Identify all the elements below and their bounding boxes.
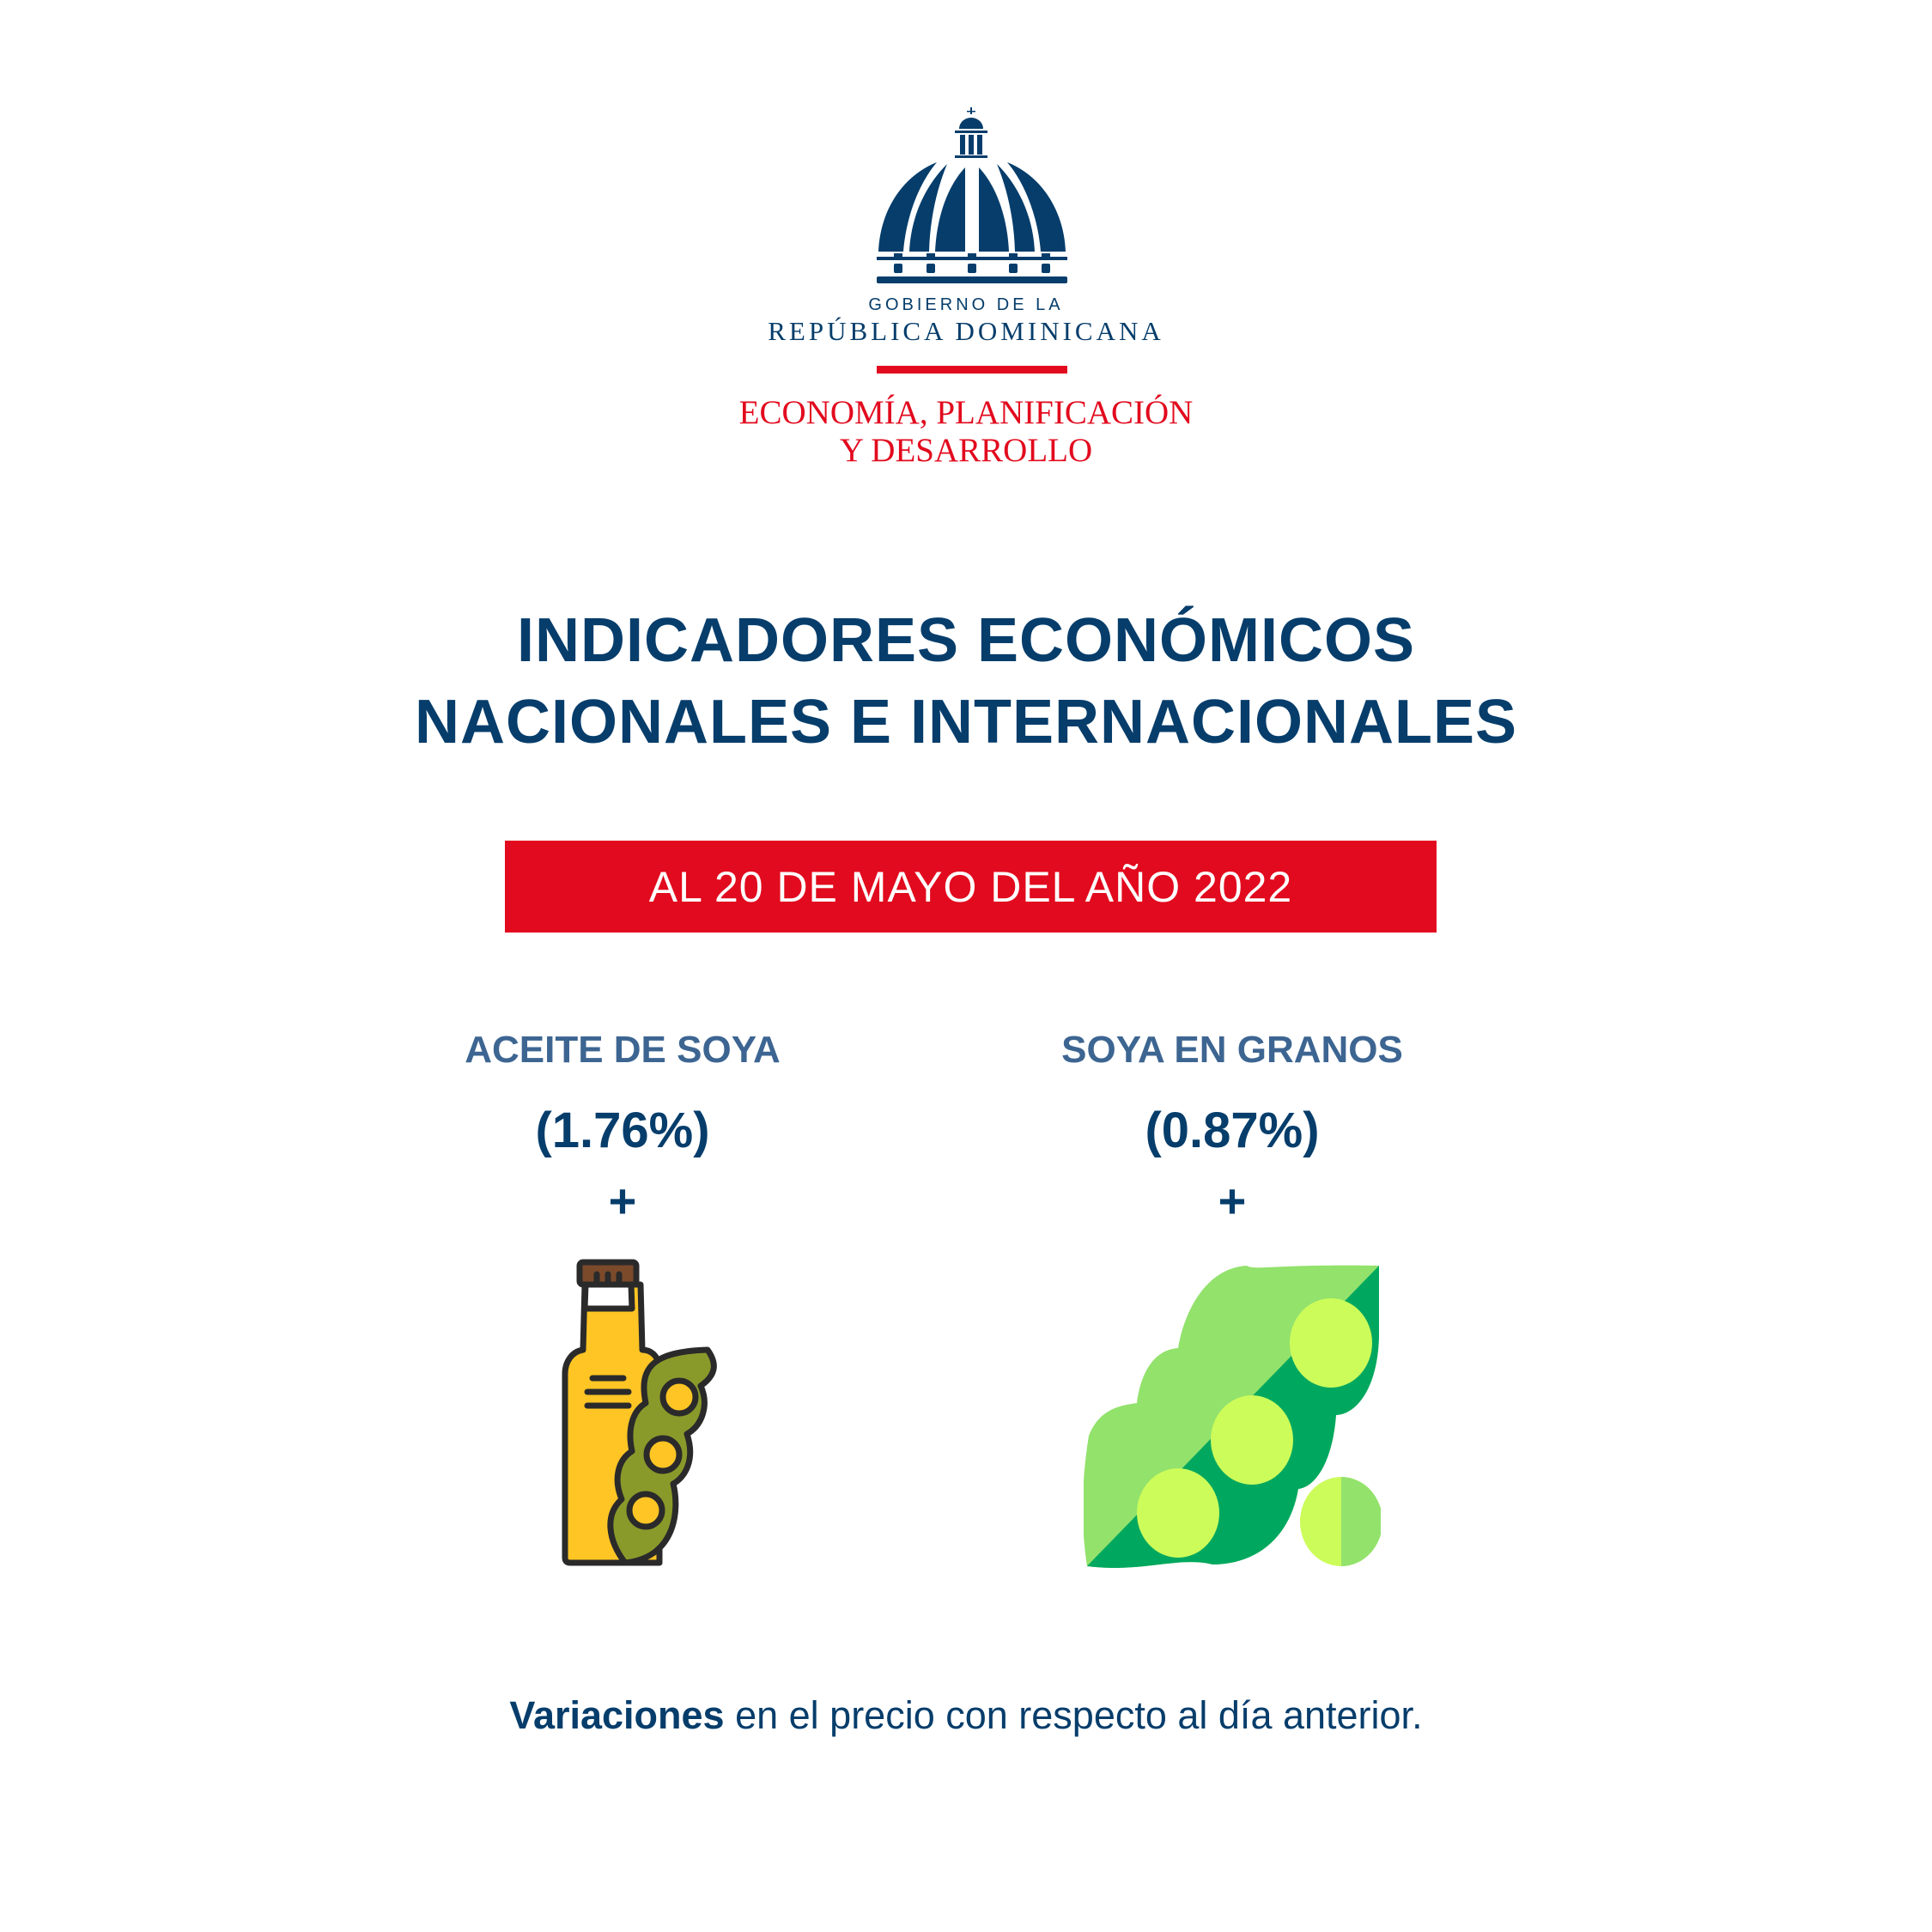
indicator-name: ACEITE DE SOYA: [465, 1029, 781, 1071]
ministry-name-line2: Y DESARROLLO: [839, 432, 1093, 469]
logo-divider: [877, 366, 1067, 374]
plus-icon: +: [1218, 1174, 1247, 1228]
ministry-name-line1: ECONOMÍA, PLANIFICACIÓN: [738, 394, 1194, 431]
logo-republic-label: REPÚBLICA DOMINICANA: [768, 316, 1164, 346]
logo-government-label: GOBIERNO DE LA: [868, 295, 1064, 314]
footer-note-bold: Variaciones: [509, 1693, 725, 1737]
indicator-value: (0.87%): [1145, 1103, 1320, 1158]
date-banner: AL 20 DE MAYO DEL AÑO 2022: [505, 841, 1437, 933]
plus-icon: +: [608, 1174, 637, 1228]
page-title-line2: NACIONALES E INTERNACIONALES: [414, 688, 1518, 756]
soybean-oil-bottle-icon: [562, 1259, 717, 1566]
page-title-line1: INDICADORES ECONÓMICOS: [516, 606, 1416, 675]
soybean-pods-icon: [1084, 1265, 1381, 1568]
footer-note-text: en el precio con respecto al día anterio…: [724, 1693, 1423, 1737]
indicator-name: SOYA EN GRANOS: [1061, 1029, 1403, 1071]
indicator-value: (1.76%): [535, 1103, 710, 1158]
capitol-dome-icon: [877, 107, 1067, 283]
footer-note: Variaciones en el precio con respecto al…: [0, 1693, 1932, 1738]
